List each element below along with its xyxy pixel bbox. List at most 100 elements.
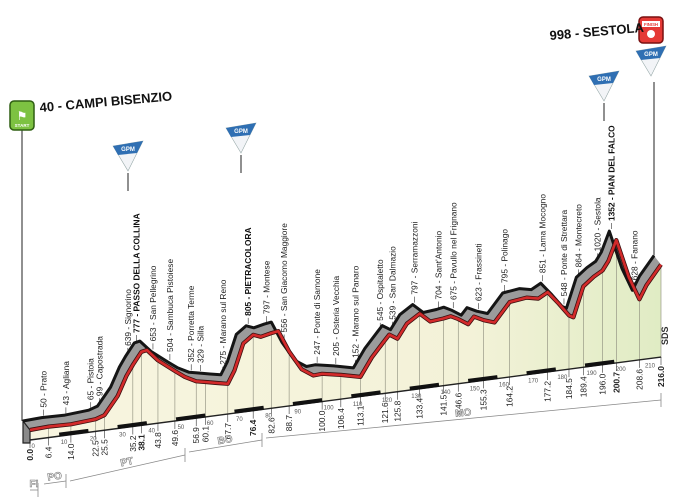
- km-tick-label: 30: [119, 432, 126, 438]
- km-axis-segment: [584, 359, 615, 368]
- finish-icon: FINISH: [638, 16, 664, 44]
- km-tick-label: 100: [324, 406, 335, 412]
- km-axis-segment: [117, 421, 148, 429]
- finish-glyph: [647, 30, 655, 38]
- start-flag-glyph: ⚑: [17, 109, 28, 123]
- profile-area: [30, 240, 661, 440]
- distance-label: 35.2: [128, 435, 138, 452]
- gpm-mountain-icon: GPM: [635, 45, 667, 77]
- town-label: 797 - Serramazzoni: [410, 221, 420, 294]
- town-label: 777 - PASSO DELLA COLLINA: [131, 213, 141, 333]
- distance-label: 22.5: [91, 440, 101, 457]
- gpm-badge-text: GPM: [597, 77, 611, 83]
- distance-label: 184.5: [564, 378, 574, 399]
- province-line-bo: [188, 439, 263, 453]
- km-tick-label: 190: [587, 371, 598, 377]
- province-label: BO: [217, 434, 234, 447]
- km-tick-label: 120: [382, 398, 393, 404]
- km-tick-label: 20: [90, 436, 97, 442]
- distance-label: 49.6: [170, 430, 180, 447]
- town-label: 152 - Marano sul Panaro: [350, 265, 360, 358]
- km-axis-segment: [351, 390, 381, 399]
- town-label: 99 - Capostrada: [94, 336, 104, 396]
- distance-label: 14.0: [66, 443, 76, 460]
- distance-label: 25.5: [99, 439, 109, 456]
- km-axis-segment: [234, 405, 264, 414]
- distance-label: 60.1: [201, 426, 211, 443]
- distance-label: 141.5: [438, 394, 448, 415]
- town-label: 864 - Montecreto: [573, 204, 583, 268]
- road-line: [29, 238, 663, 432]
- km-axis-segment: [58, 428, 89, 437]
- km-tick-label: 160: [499, 383, 510, 389]
- start-badge-text: START: [15, 123, 30, 128]
- gpm-mountain-icon: GPM: [588, 70, 620, 121]
- km-tick-label: 200: [616, 367, 627, 373]
- km-tick-label: 60: [207, 421, 214, 427]
- distance-label: 164.2: [505, 386, 515, 407]
- town-label: 623 - Frassineti: [474, 243, 484, 301]
- gpm-triangle-top: [113, 141, 143, 155]
- distance-label: 189.4: [578, 376, 588, 397]
- finish-banner: [642, 21, 660, 27]
- town-label: 851 - Lama Mocogno: [538, 194, 548, 273]
- gpm-badge-text: GPM: [644, 52, 658, 58]
- town-label: 653 - San Pellegrino: [148, 265, 158, 341]
- town-label: 352 - Porretta Terme: [186, 285, 196, 362]
- distance-label: 0.0: [25, 449, 35, 461]
- km-tick-label: 180: [557, 375, 568, 381]
- gpm-badge-text: GPM: [234, 129, 248, 135]
- km-tick-label: 130: [411, 394, 422, 400]
- town-label: 805 - PIETRACOLORA: [243, 227, 253, 315]
- gpm-mountain-icon: GPM: [225, 122, 257, 173]
- finish-label: 998 - SESTOLA: [549, 20, 645, 43]
- town-label: 639 - Signorino: [123, 289, 133, 346]
- province-label: MO: [455, 407, 472, 420]
- distance-label: 43.8: [153, 432, 163, 449]
- distance-label: 67.7: [223, 423, 233, 440]
- distance-label: 100.0: [317, 410, 327, 431]
- province-label: PO: [47, 471, 63, 484]
- distance-label: 82.6: [266, 417, 276, 434]
- km-tick-label: 140: [440, 390, 451, 396]
- start-label: 40 - CAMPI BISENZIO: [39, 88, 173, 115]
- distance-label: 76.4: [248, 419, 258, 436]
- distance-label: 133.4: [415, 397, 425, 418]
- km-tick-label: 80: [265, 413, 272, 419]
- km-axis-segment: [292, 398, 323, 406]
- gpm-triangle-top: [226, 123, 256, 137]
- km-axis-segment: [409, 382, 440, 391]
- distance-label: 6.4: [44, 446, 54, 458]
- town-label: 539 - San Dalmazio: [387, 246, 397, 320]
- km-tick-label: 0: [32, 444, 36, 450]
- distance-label: 200.7: [611, 372, 621, 393]
- town-label: 548 - Ponte di Strettara: [559, 209, 569, 296]
- gpm-mountain-icon: GPM: [112, 140, 144, 191]
- distance-label: 56.9: [191, 427, 201, 444]
- km-tick-label: 90: [294, 409, 301, 415]
- profile-start-wall: [22, 419, 31, 444]
- distance-label: 113.1: [355, 405, 365, 426]
- distance-label: 106.4: [336, 408, 346, 429]
- distance-label: 38.1: [136, 434, 146, 451]
- town-label: 43 - Agliana: [61, 361, 71, 406]
- town-label: 504 - Sambuca Pistoiese: [165, 259, 175, 352]
- distance-label: 125.8: [392, 400, 402, 421]
- province-label: PT: [120, 456, 135, 470]
- province-line-mo: [265, 399, 662, 439]
- start-flag-icon: ⚑START: [9, 100, 35, 131]
- town-label: 1352 - PIAN DEL FALCO: [606, 125, 616, 221]
- town-label: 1020 - Sestola: [593, 197, 603, 251]
- start-badge-bg: [9, 100, 35, 131]
- km-tick-label: 10: [61, 440, 68, 446]
- town-label: 556 - San Giacomo Maggiore: [279, 223, 289, 333]
- km-tick-label: 150: [470, 386, 481, 392]
- town-label: 329 - Silla: [196, 325, 206, 363]
- town-label: 247 - Ponte di Samone: [312, 269, 322, 355]
- distance-label: 155.3: [479, 389, 489, 410]
- town-label: 205 - Osteria Vecchia: [331, 276, 341, 356]
- gpm-badge-text: GPM: [121, 147, 135, 153]
- town-label: 65 - Pistoia: [86, 358, 96, 400]
- km-axis-segment: [175, 413, 206, 422]
- km-tick-label: 40: [148, 429, 155, 435]
